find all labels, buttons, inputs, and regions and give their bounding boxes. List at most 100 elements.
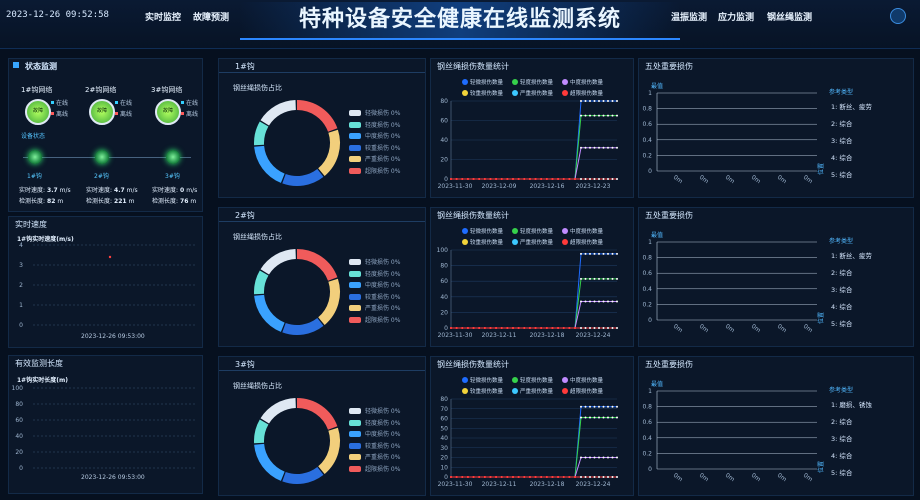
series-point	[607, 416, 609, 419]
x-tick: 2023-12-24	[576, 332, 611, 339]
length-time: 2023-12-26 09:53:00	[81, 474, 145, 481]
y-tick: 40	[440, 294, 448, 301]
series-point	[584, 405, 587, 408]
nav-temp-vibration[interactable]: 温振监测	[671, 13, 708, 23]
series-point	[589, 405, 591, 408]
ref-title: 参考类型	[829, 89, 854, 96]
gateway-icon[interactable]: 故障	[89, 99, 115, 125]
series-point	[562, 327, 565, 329]
series-point	[545, 178, 548, 180]
legend-label: 较重损伤数量	[470, 89, 504, 97]
series-point	[466, 476, 469, 478]
y-tick: 0	[444, 325, 448, 332]
speed-time: 2023-12-26 09:53:00	[81, 333, 145, 340]
count-panel: 钢丝绳损伤数量统计 轻微损伤数量 轻度损伤数量 中度损伤数量 较重损伤数量 严重损伤数量 超…	[430, 207, 634, 347]
status-panel-icon	[13, 62, 19, 68]
series-point	[584, 277, 587, 280]
x-tick: 0m	[750, 174, 762, 185]
series-point	[589, 146, 591, 149]
y-tick: 100	[12, 385, 24, 392]
legend-dot	[562, 90, 568, 96]
donut-segment	[282, 466, 324, 484]
series-point	[506, 178, 509, 180]
legend-label: 轻微损伤数量	[470, 376, 504, 384]
nav-fault-predict[interactable]: 故障预测	[193, 13, 230, 23]
series-point	[593, 300, 596, 303]
series-point	[478, 327, 481, 329]
series-point	[589, 300, 591, 303]
series-point	[616, 405, 618, 408]
gateway-name: 2#钩网络	[85, 86, 117, 94]
series-point	[584, 327, 587, 329]
series-point	[611, 405, 614, 408]
donut-segment	[254, 419, 269, 444]
online-dot-icon	[51, 101, 54, 104]
status-panel-title: 状态监测	[25, 62, 57, 71]
series-line	[451, 417, 617, 478]
legend-label: 较重损伤数量	[470, 238, 504, 246]
series-point	[568, 476, 571, 478]
x-tick: 2023-12-11	[482, 481, 517, 488]
speed-chart: 4 3 2 1 0	[19, 242, 195, 329]
x-tick: 0m	[802, 174, 814, 185]
ref-item: 3: 综合	[831, 286, 853, 294]
y-tick: 40	[440, 435, 448, 442]
legend-label: 较重损伤 0%	[365, 442, 401, 450]
series-point	[580, 327, 582, 329]
legend-label: 轻度损伤 0%	[365, 121, 401, 129]
length-chart: 100 80 60 40 20 0	[12, 385, 195, 472]
nav-stress[interactable]: 应力监测	[718, 13, 755, 23]
nav-realtime[interactable]: 实时监控	[145, 13, 182, 23]
series-point	[450, 178, 452, 180]
legend-swatch	[349, 431, 361, 437]
series-point	[540, 476, 543, 478]
series-point	[598, 114, 600, 117]
count-panel: 钢丝绳损伤数量统计 轻微损伤数量 轻度损伤数量 中度损伤数量 较重损伤数量 严重损伤数量 超…	[430, 356, 634, 496]
series-point	[517, 327, 520, 329]
series-point	[455, 178, 458, 180]
series-point	[611, 476, 614, 478]
device-length: 检测长度: 76 m	[152, 196, 196, 205]
offline-dot-icon	[115, 112, 118, 115]
series-point	[528, 476, 531, 478]
donut-segment	[296, 249, 338, 281]
donut-chart	[254, 100, 340, 186]
series-point	[466, 178, 469, 180]
settings-icon[interactable]	[890, 8, 906, 24]
series-point	[616, 327, 618, 329]
gateway-icon[interactable]: 故障	[155, 99, 181, 125]
device-node-icon[interactable]	[28, 150, 42, 164]
series-point	[616, 300, 618, 303]
series-point	[545, 476, 548, 478]
ref-item: 4: 综合	[831, 303, 853, 311]
series-line	[451, 147, 617, 180]
series-point	[534, 327, 537, 329]
series-point	[450, 476, 452, 478]
series-line	[451, 278, 617, 329]
speed-label: 实时速度:	[152, 187, 179, 194]
donut-title: 钢丝绳损伤占比	[233, 84, 282, 92]
legend-dot	[562, 228, 568, 234]
position-title: 五处重要损伤	[645, 360, 693, 369]
donut-segment	[282, 168, 324, 186]
device-node-icon[interactable]	[166, 150, 180, 164]
device-node-icon[interactable]	[95, 150, 109, 164]
series-point	[616, 456, 618, 459]
y-tick: 0	[648, 317, 652, 324]
y-tick: 30	[440, 445, 448, 452]
ref-item: 2: 综合	[831, 269, 853, 277]
series-point	[584, 300, 587, 303]
series-line	[451, 253, 617, 329]
device-speed: 实时速度: 3.7 m/s	[19, 185, 71, 194]
nav-wire-rope[interactable]: 钢丝绳监测	[767, 13, 813, 23]
series-point	[593, 146, 596, 149]
legend-dot	[462, 228, 468, 234]
series-point	[545, 327, 548, 329]
position-xlabel: 位置	[817, 461, 825, 473]
device-speed: 实时速度: 4.7 m/s	[86, 185, 138, 194]
series-point	[598, 300, 600, 303]
series-point	[611, 416, 614, 419]
series-point	[611, 100, 614, 102]
series-point	[584, 100, 587, 102]
gateway-icon[interactable]: 故障	[25, 99, 51, 125]
